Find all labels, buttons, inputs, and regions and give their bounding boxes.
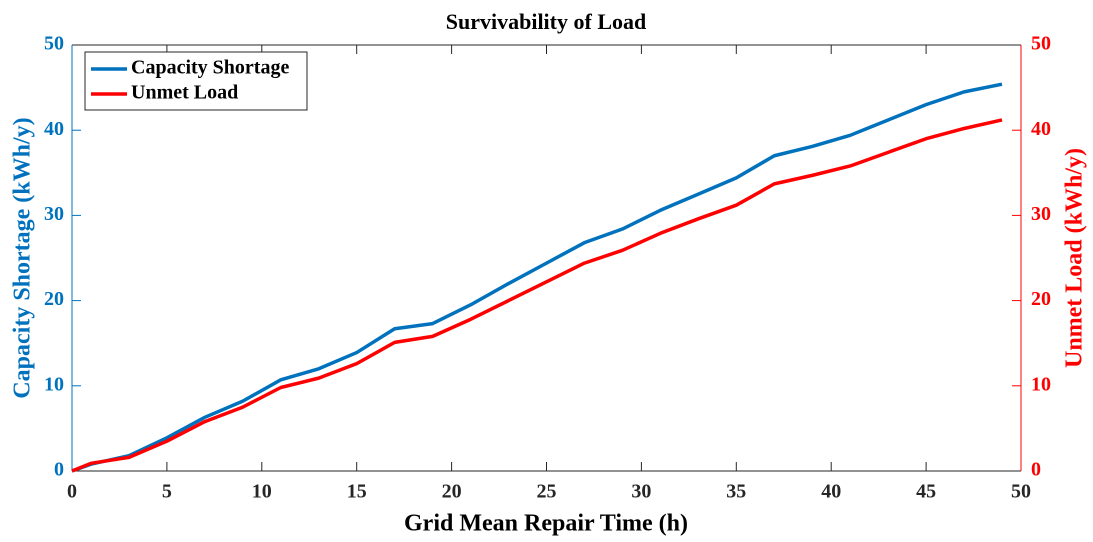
line-series bbox=[71, 82, 1003, 473]
y-tick-label: 30 bbox=[44, 203, 64, 225]
x-tick-label: 10 bbox=[252, 481, 272, 503]
y2-axis-label: Unmet Load (kWh/y) bbox=[1062, 148, 1088, 368]
x-tick-label: 45 bbox=[916, 481, 936, 503]
x-tick-label: 20 bbox=[442, 481, 462, 503]
x-axis-label: Grid Mean Repair Time (h) bbox=[404, 511, 688, 537]
legend-box bbox=[84, 51, 308, 111]
legend-label: Unmet Load bbox=[131, 82, 238, 104]
y2-tick-label: 10 bbox=[1031, 373, 1051, 395]
x-tick-label: 30 bbox=[631, 481, 651, 503]
y2-tick-label: 20 bbox=[1031, 288, 1051, 310]
chart-title: Survivability of Load bbox=[446, 9, 646, 34]
y-tick-label: 20 bbox=[44, 288, 64, 310]
y2-tick-label: 50 bbox=[1031, 33, 1051, 55]
x-tick-label: 25 bbox=[537, 481, 557, 503]
x-tick-label: 15 bbox=[347, 481, 367, 503]
y2-tick-label: 40 bbox=[1031, 118, 1051, 140]
y2-tick-label: 0 bbox=[1031, 459, 1041, 481]
x-tick-label: 35 bbox=[726, 481, 746, 503]
x-tick-label: 40 bbox=[821, 481, 841, 503]
x-tick-label: 5 bbox=[162, 481, 172, 503]
legend-label: Capacity Shortage bbox=[131, 57, 289, 79]
x-tick-label: 0 bbox=[67, 481, 77, 503]
y-tick-label: 40 bbox=[44, 118, 64, 140]
y-tick-label: 10 bbox=[44, 373, 64, 395]
y-tick-label: 50 bbox=[44, 33, 64, 55]
y-tick-label: 0 bbox=[54, 459, 64, 481]
y2-tick-label: 30 bbox=[1031, 203, 1051, 225]
y-axis-label: Capacity Shortage (kWh/y) bbox=[10, 117, 36, 398]
line-series bbox=[71, 118, 1003, 473]
x-tick-label: 50 bbox=[1011, 481, 1031, 503]
